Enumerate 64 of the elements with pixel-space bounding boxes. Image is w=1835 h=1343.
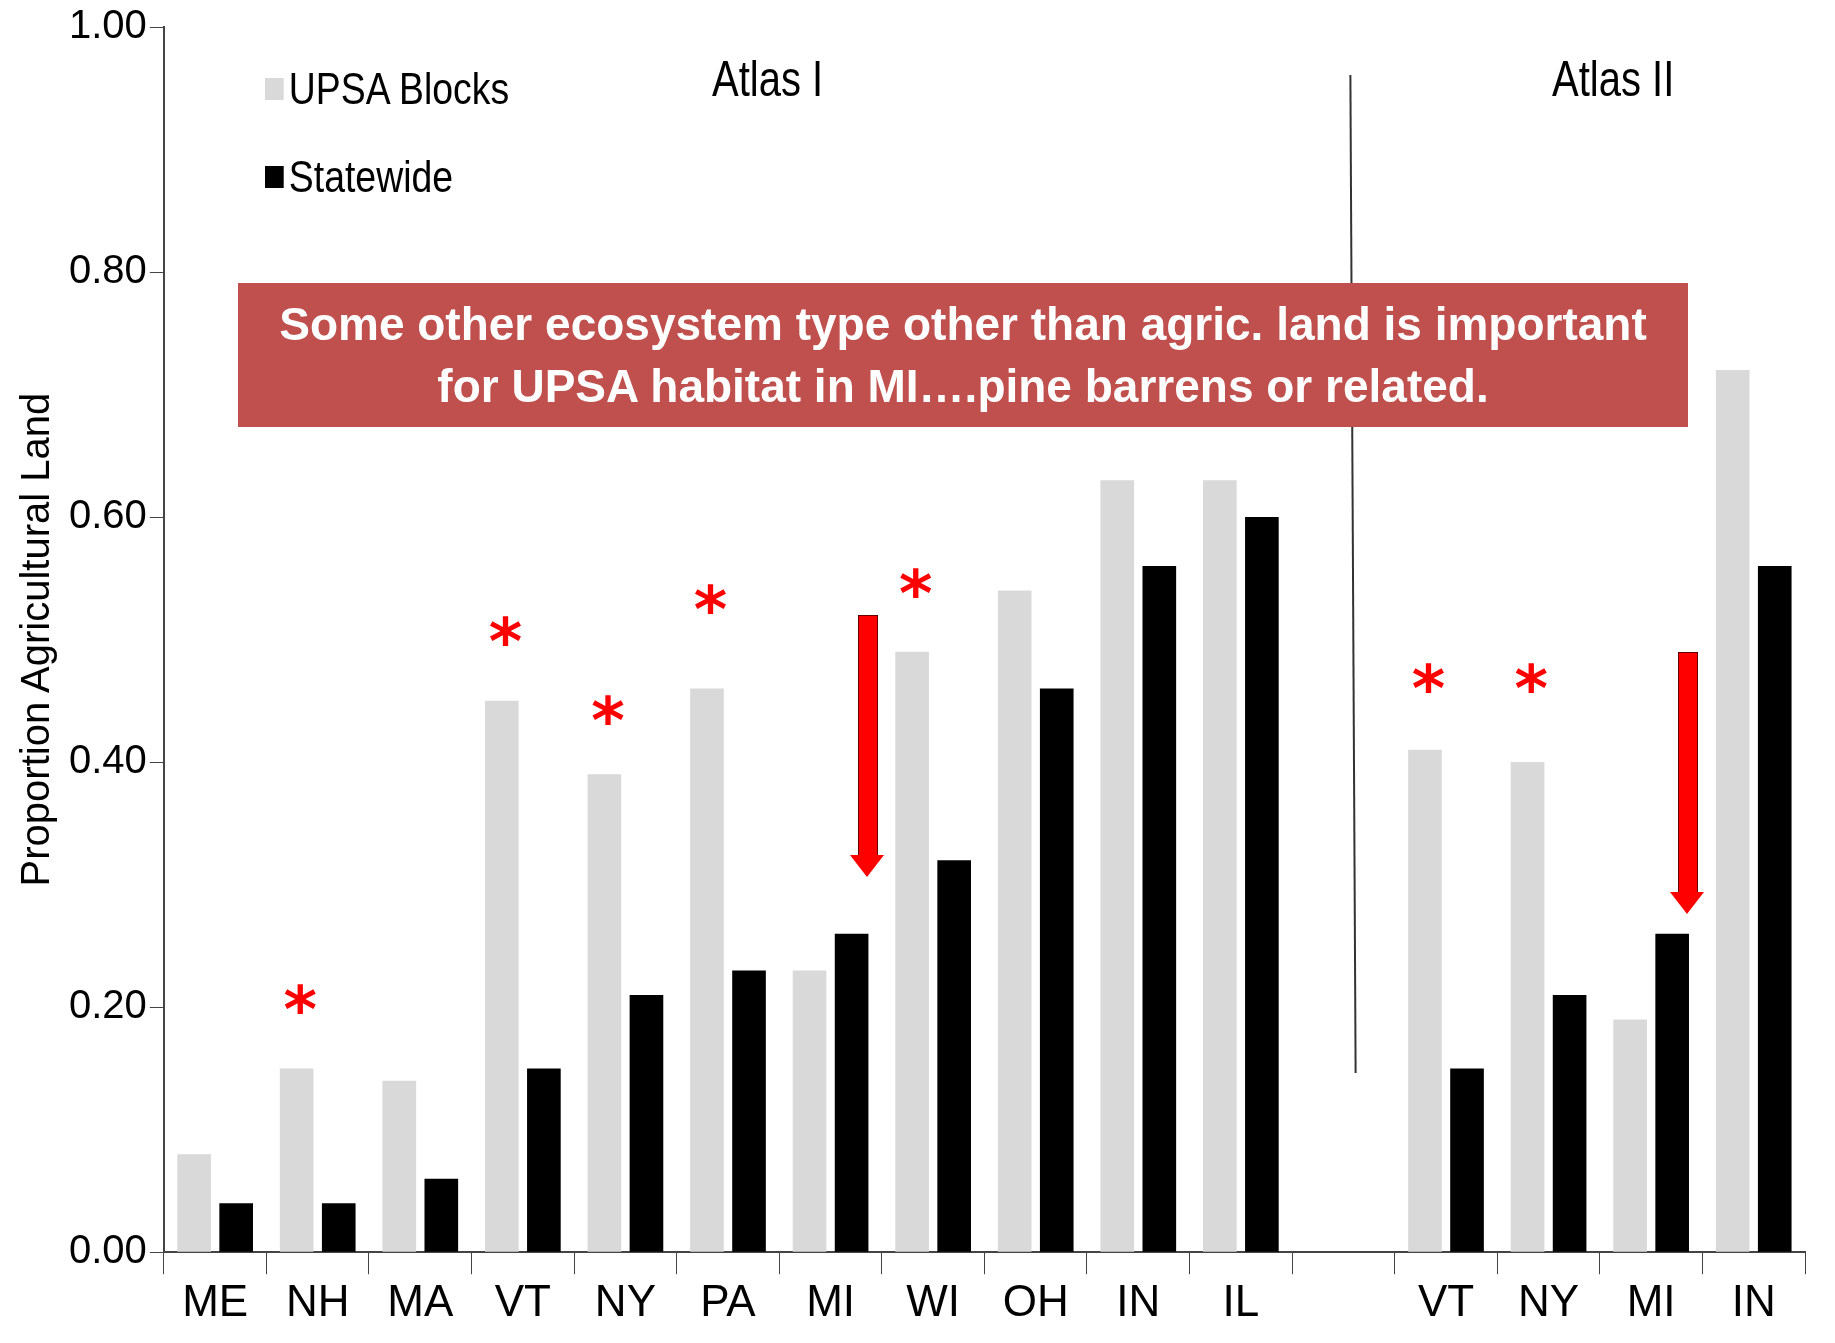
annotation: * bbox=[898, 556, 933, 631]
bar bbox=[424, 1178, 459, 1252]
bar bbox=[321, 1203, 356, 1252]
bar bbox=[690, 688, 724, 1252]
y-tick-label: 0.60 bbox=[68, 492, 147, 537]
x-tick-label: ME bbox=[182, 1275, 249, 1325]
bar bbox=[1245, 517, 1279, 1252]
x-tick-label: NY bbox=[594, 1275, 656, 1325]
x-tick-label: IL bbox=[1222, 1275, 1260, 1325]
x-tick-label: IN bbox=[1731, 1275, 1776, 1325]
y-tick-label: 0.40 bbox=[68, 737, 147, 782]
x-tick-label: PA bbox=[700, 1275, 757, 1325]
bar bbox=[1039, 688, 1074, 1252]
x-tick-label: NY bbox=[1518, 1275, 1580, 1325]
bar bbox=[1655, 933, 1689, 1252]
bar bbox=[792, 970, 827, 1252]
legend-label: UPSA Blocks bbox=[287, 63, 510, 115]
annotation: * bbox=[693, 573, 728, 648]
x-tick-label: WI bbox=[906, 1275, 961, 1325]
annotation: * bbox=[1411, 651, 1446, 726]
bar bbox=[1142, 566, 1177, 1252]
x-tick-label: NH bbox=[285, 1275, 350, 1325]
bar bbox=[1510, 762, 1545, 1252]
legend-label: Statewide bbox=[287, 151, 455, 203]
x-tick-label: MI bbox=[806, 1275, 856, 1325]
bar bbox=[1450, 1068, 1484, 1252]
bar bbox=[1613, 1019, 1647, 1252]
x-tick-label: VT bbox=[494, 1275, 551, 1325]
annotation: * bbox=[591, 684, 625, 759]
x-tick-label: IN bbox=[1116, 1275, 1161, 1325]
bar bbox=[219, 1203, 253, 1252]
bar bbox=[1552, 994, 1587, 1252]
bar bbox=[834, 933, 869, 1252]
bar bbox=[485, 700, 519, 1252]
annotation: * bbox=[488, 604, 523, 679]
x-tick-label: VT bbox=[1417, 1275, 1475, 1325]
bar bbox=[587, 774, 622, 1252]
x-tick-label: MI bbox=[1626, 1275, 1676, 1325]
y-tick-label: 0.80 bbox=[68, 247, 147, 292]
bar bbox=[1408, 749, 1442, 1252]
bar bbox=[732, 970, 766, 1252]
y-tick-label: 1.00 bbox=[68, 2, 147, 47]
bar bbox=[279, 1068, 314, 1252]
bar bbox=[1757, 566, 1792, 1252]
y-axis-title: Proportion Agricultural Land bbox=[13, 392, 58, 887]
bar bbox=[1715, 370, 1750, 1252]
annotation: Atlas II bbox=[1552, 50, 1675, 108]
bar bbox=[382, 1080, 417, 1252]
annotation: Atlas I bbox=[712, 50, 824, 108]
x-tick-label: OH bbox=[1002, 1275, 1069, 1325]
bar bbox=[629, 994, 664, 1252]
annotation: * bbox=[283, 973, 318, 1048]
bar bbox=[937, 860, 971, 1252]
bar bbox=[1203, 480, 1237, 1252]
annotation: Some other ecosystem type other than agric. land is important for UPSA habitat in MI….pine barrens or related. bbox=[238, 283, 1688, 427]
y-tick-label: 0.20 bbox=[68, 982, 147, 1027]
bar bbox=[527, 1068, 561, 1252]
annotation: * bbox=[1514, 651, 1548, 726]
bar bbox=[177, 1154, 211, 1252]
y-tick-label: 0.00 bbox=[68, 1227, 147, 1272]
x-tick-label: MA bbox=[387, 1275, 454, 1325]
bar bbox=[1100, 480, 1135, 1252]
bar bbox=[997, 590, 1032, 1252]
bar bbox=[895, 651, 929, 1252]
